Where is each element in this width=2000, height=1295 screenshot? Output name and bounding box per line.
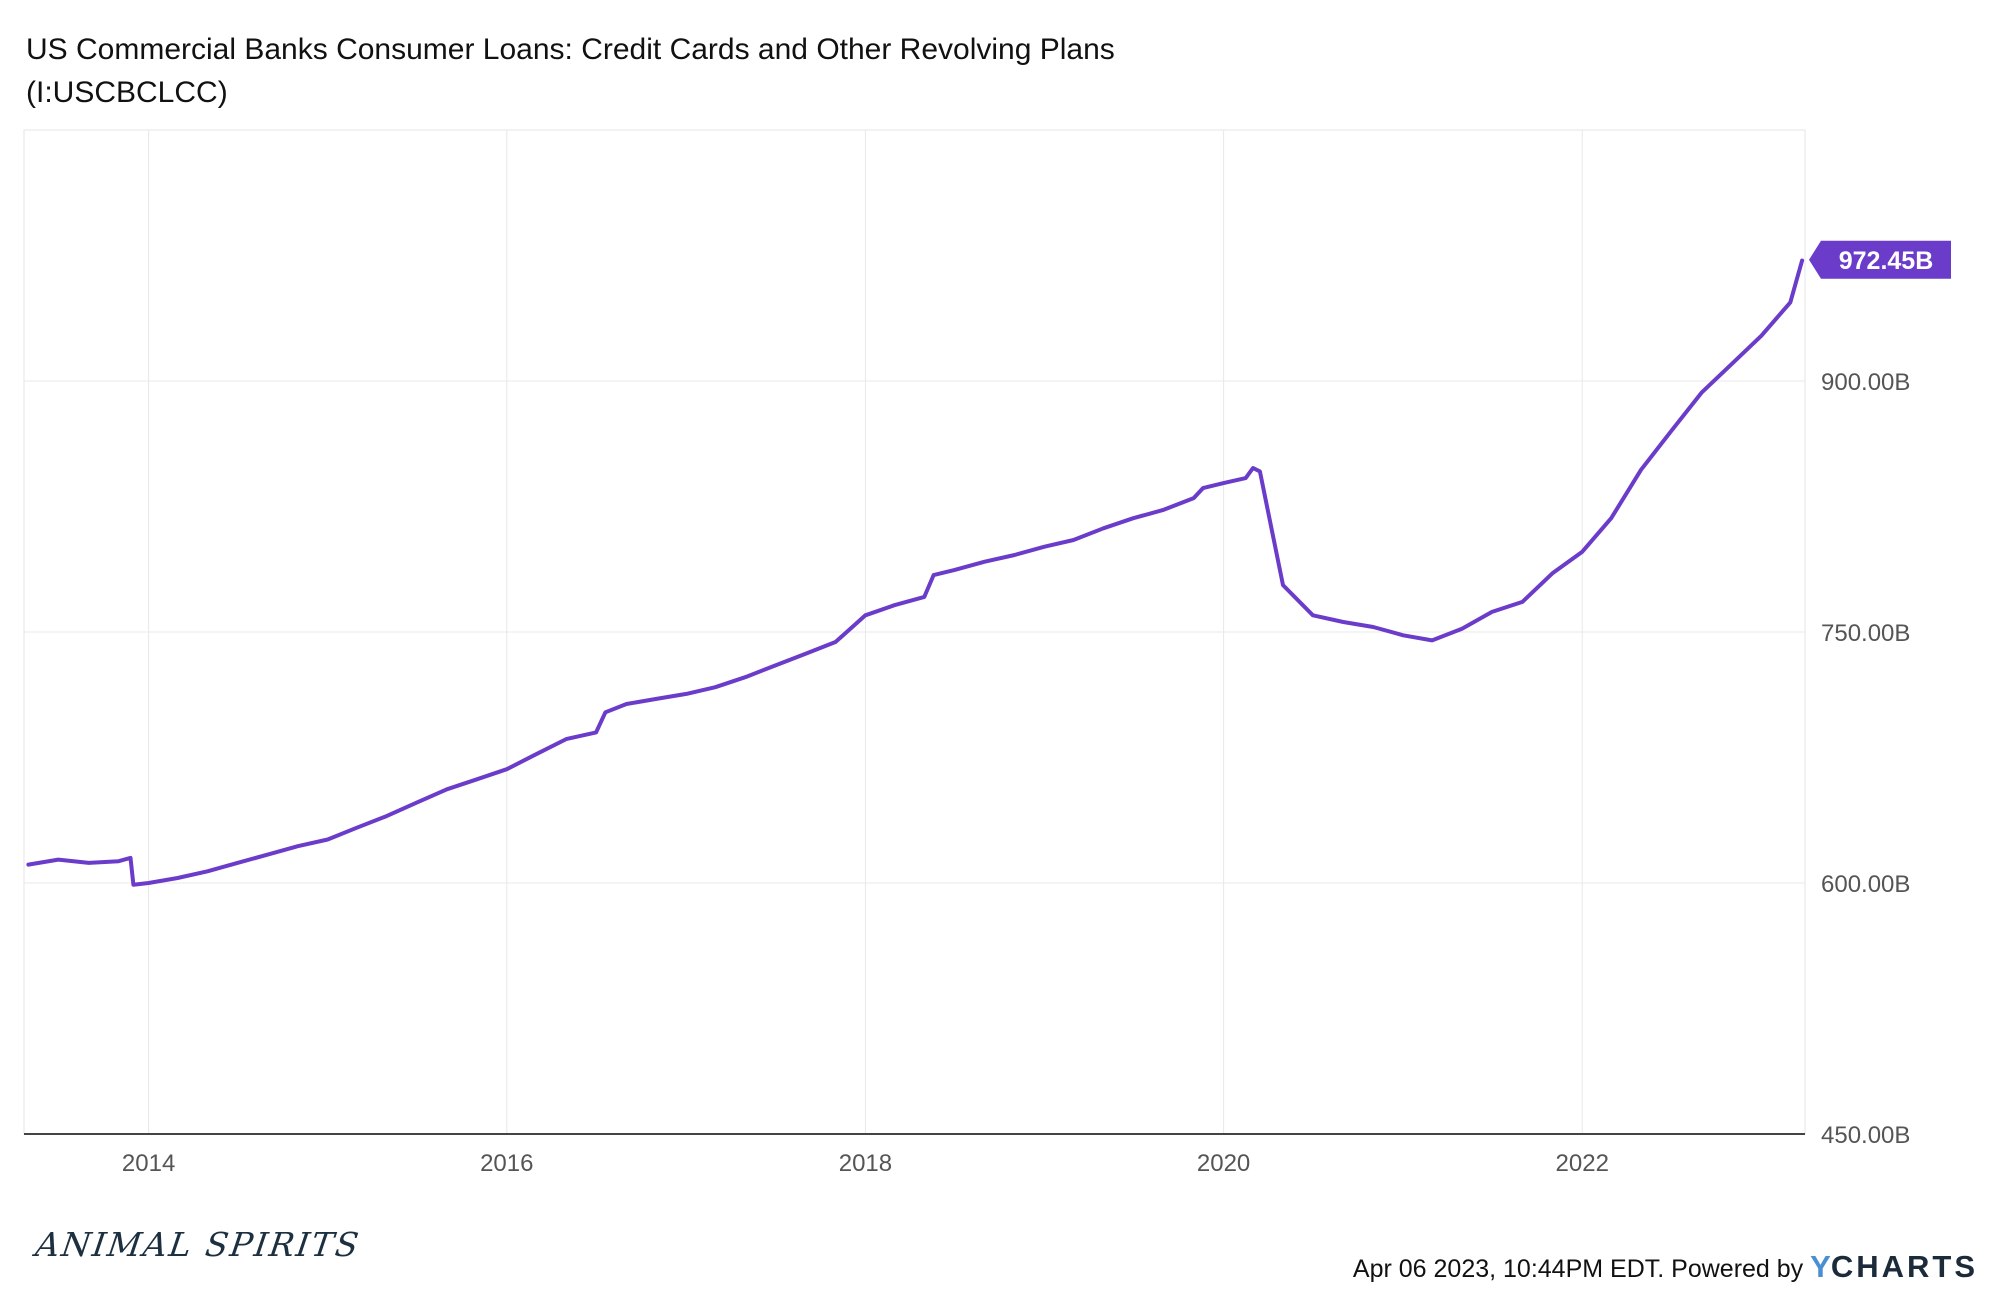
- last-value-label: 972.45B: [1839, 247, 1934, 275]
- y-tick-label: 600.00B: [1821, 871, 1910, 898]
- x-tick-label: 2020: [1197, 1150, 1250, 1177]
- x-tick-label: 2022: [1556, 1150, 1609, 1177]
- chart-title: US Commercial Banks Consumer Loans: Cred…: [26, 33, 1115, 66]
- ycharts-logo[interactable]: YCHARTS: [1810, 1249, 1978, 1284]
- y-tick-label: 750.00B: [1821, 620, 1910, 647]
- last-value-badge-shape: [1809, 240, 1951, 279]
- timestamp: Apr 06 2023, 10:44PM EDT.: [1352, 1255, 1665, 1283]
- y-tick-label: 450.00B: [1821, 1122, 1910, 1149]
- x-gridlines: [148, 130, 1583, 1134]
- y-tick-labels: 450.00B 600.00B 750.00B 900.00B: [1821, 369, 1910, 1149]
- ycharts-logo-text: CHARTS: [1830, 1249, 1978, 1284]
- ycharts-logo-y: Y: [1810, 1249, 1831, 1284]
- animal-spirits-logo: ANIMAL SPIRITS: [33, 1225, 363, 1264]
- chart-title-block: US Commercial Banks Consumer Loans: Cred…: [26, 28, 1115, 114]
- footer: Apr 06 2023, 10:44PM EDT. Powered by YCH…: [1353, 1249, 1978, 1285]
- powered-by-label: Powered by: [1671, 1255, 1804, 1283]
- x-tick-label: 2016: [480, 1150, 533, 1177]
- chart-subtitle: (I:USCBCLCC): [26, 76, 228, 109]
- x-tick-label: 2018: [839, 1150, 892, 1177]
- last-value-badge: 972.45B: [1809, 240, 1951, 279]
- series-line: [26, 258, 1805, 887]
- x-tick-labels: 2014 2016 2018 2020 2022: [122, 1150, 1609, 1177]
- x-tick-label: 2014: [122, 1150, 175, 1177]
- y-tick-label: 900.00B: [1821, 369, 1910, 396]
